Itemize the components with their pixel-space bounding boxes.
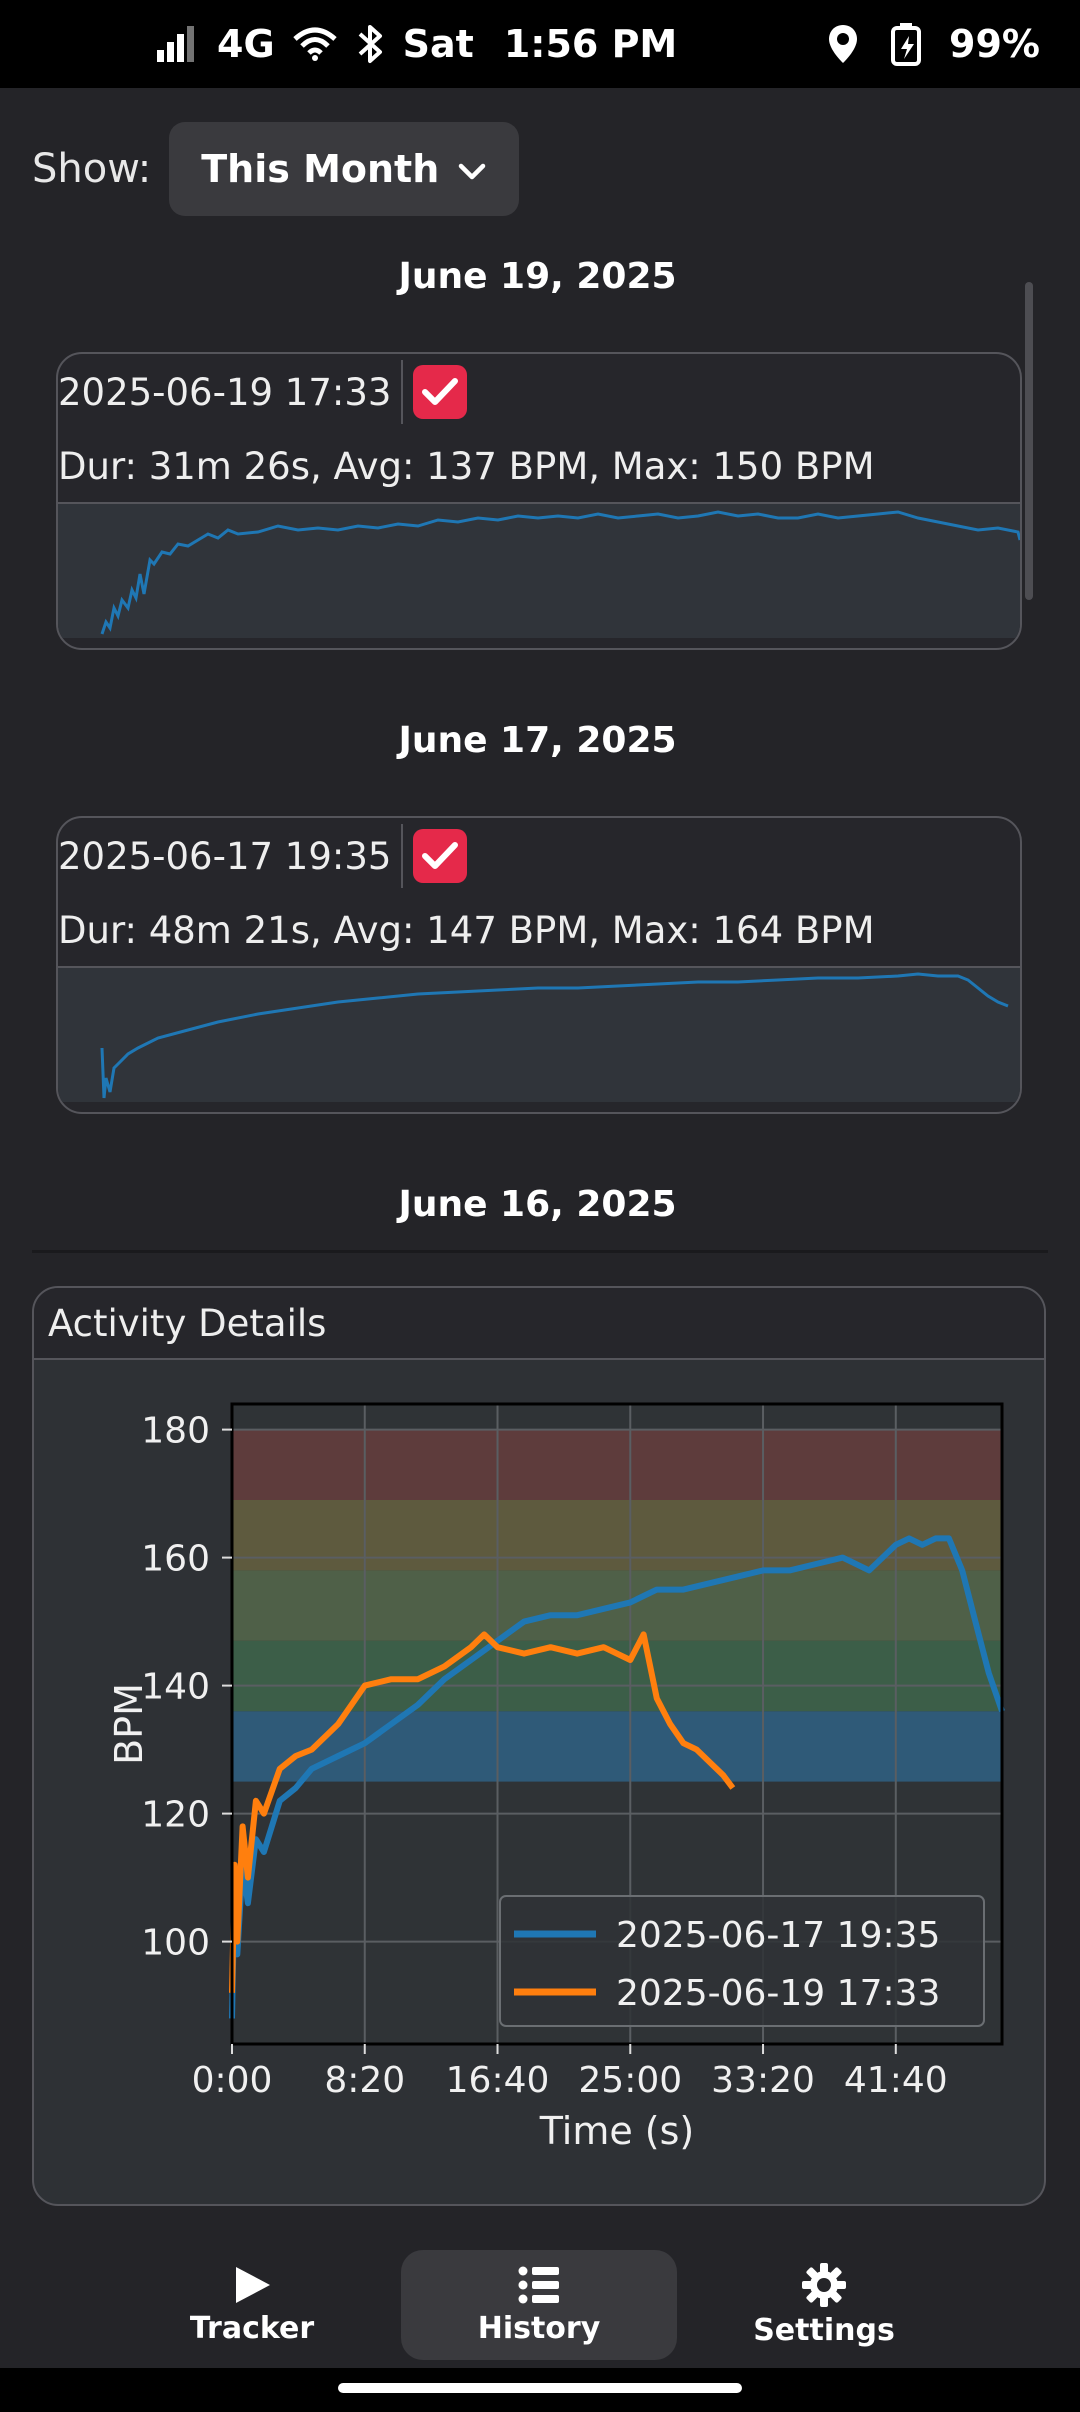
compare-checkbox[interactable]	[413, 829, 468, 883]
location-icon	[827, 23, 859, 65]
activity-sparkline	[58, 966, 1020, 1102]
date-header: June 19, 2025	[398, 256, 677, 297]
x-tick-label: 41:40	[844, 2060, 948, 2101]
x-tick-label: 25:00	[578, 2060, 682, 2101]
date-header: June 17, 2025	[398, 720, 677, 761]
hr-zone-band	[232, 1500, 1002, 1571]
y-axis-label: BPM	[107, 1683, 151, 1765]
y-tick-label: 160	[141, 1539, 210, 1580]
list-icon	[518, 2266, 559, 2303]
chevron-down-icon	[457, 147, 487, 191]
nav-tracker[interactable]: Tracker	[114, 2250, 390, 2360]
status-bar: 4G Sat 1:56 PM 99%	[0, 0, 1080, 88]
period-dropdown-value: This Month	[201, 147, 440, 191]
hr-zone-band	[232, 1711, 1002, 1782]
play-icon	[236, 2266, 270, 2303]
nav-history[interactable]: History	[401, 2250, 677, 2360]
activity-timestamp: 2025-06-19 17:33	[58, 360, 404, 424]
bluetooth-icon	[355, 23, 385, 65]
x-tick-label: 0:00	[192, 2060, 273, 2101]
period-dropdown[interactable]: This Month	[169, 122, 520, 216]
date-header: June 16, 2025	[398, 1184, 677, 1225]
wifi-icon	[292, 27, 337, 61]
nav-settings[interactable]: Settings	[686, 2250, 962, 2360]
compare-checkbox[interactable]	[413, 365, 468, 419]
activity-card-header: 2025-06-17 19:35	[58, 818, 1020, 894]
signal-icon	[155, 26, 199, 62]
y-tick-label: 180	[141, 1411, 210, 1452]
battery-saver-icon	[889, 22, 927, 66]
checkmark-icon	[422, 842, 459, 869]
nav-settings-label: Settings	[753, 2312, 895, 2348]
activity-card[interactable]: 2025-06-17 19:35 Dur: 48m 21s, Avg: 147 …	[56, 816, 1022, 1114]
hr-zone-band	[232, 1429, 1002, 1500]
filter-row: Show: This Month	[32, 122, 520, 216]
activity-details-panel: Activity Details 0:00 8:20 16:40 25:00 33:20…	[32, 1286, 1046, 2206]
activity-stats: Dur: 48m 21s, Avg: 147 BPM, Max: 164 BPM	[58, 908, 875, 952]
x-tick-label: 8:20	[324, 2060, 405, 2101]
home-indicator[interactable]	[338, 2383, 742, 2393]
nav-tracker-label: Tracker	[189, 2310, 315, 2346]
status-day: Sat	[402, 22, 474, 66]
status-left: 4G Sat 1:56 PM	[155, 0, 677, 88]
legend-box	[499, 1895, 985, 2027]
bottom-nav: Tracker History Settings	[0, 2232, 1080, 2362]
series-line	[229, 1535, 1005, 2019]
activity-card[interactable]: 2025-06-19 17:33 Dur: 31m 26s, Avg: 137 …	[56, 352, 1022, 650]
activity-details-title: Activity Details	[34, 1288, 1044, 1360]
x-tick-label: 33:20	[711, 2060, 815, 2101]
nav-history-label: History	[477, 2310, 601, 2346]
y-tick-label: 140	[141, 1667, 210, 1708]
activity-card-header: 2025-06-19 17:33	[58, 354, 1020, 430]
divider	[32, 1250, 1048, 1253]
y-tick-label: 120	[141, 1795, 210, 1836]
scrollbar[interactable]	[1025, 282, 1033, 600]
legend-label: 2025-06-19 17:33	[616, 1973, 940, 2014]
activity-timestamp: 2025-06-17 19:35	[58, 824, 404, 888]
network-type: 4G	[217, 22, 275, 66]
heart-rate-chart: 0:00 8:20 16:40 25:00 33:20 41:40 100 120 140 160…	[107, 1402, 1005, 2153]
status-right: 99%	[827, 0, 1040, 88]
plot-frame	[230, 1402, 1004, 2046]
x-tick-label: 16:40	[446, 2060, 550, 2101]
sparkline-line	[100, 510, 1020, 635]
x-axis-label: Time (s)	[539, 2109, 695, 2153]
y-tick-label: 100	[141, 1923, 210, 1964]
battery-percent: 99%	[949, 22, 1040, 66]
legend-label: 2025-06-17 19:35	[616, 1915, 940, 1956]
sparkline-line	[100, 972, 1009, 1099]
checkmark-icon	[422, 378, 459, 405]
status-time: 1:56 PM	[503, 22, 678, 66]
gear-icon	[802, 2262, 846, 2307]
filter-label: Show:	[32, 146, 152, 192]
activity-stats: Dur: 31m 26s, Avg: 137 BPM, Max: 150 BPM	[58, 444, 875, 488]
series-line	[229, 1631, 736, 1993]
activity-sparkline	[58, 502, 1020, 638]
